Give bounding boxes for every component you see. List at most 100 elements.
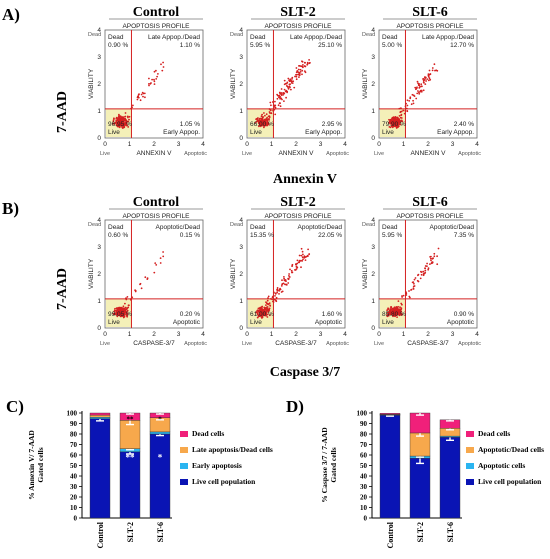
x-tick-label: 1 — [270, 141, 274, 148]
apoptosis-profile-header: APOPTOSIS PROFILE — [396, 23, 464, 30]
cell-dot — [409, 296, 411, 299]
cell-dot — [391, 126, 394, 129]
cell-dot — [288, 80, 291, 83]
cell-dot — [257, 122, 260, 125]
cell-dot — [298, 76, 300, 78]
cell-dot — [124, 306, 127, 309]
legend-label: Late apoptosis/Dead cells — [192, 445, 273, 454]
cell-dot — [298, 259, 301, 262]
x-axis-label: ANNEXIN V — [136, 150, 172, 157]
cell-dot — [282, 94, 284, 96]
axis-live-label: Live — [374, 151, 384, 157]
bar-segment — [409, 457, 431, 519]
cell-dot — [301, 73, 303, 76]
cell-dot — [151, 78, 154, 81]
cell-dot — [125, 123, 128, 126]
y-tick-label: 0 — [239, 325, 243, 332]
cell-dot — [291, 265, 294, 267]
y-tick-label: 80 — [70, 431, 78, 439]
cell-dot — [270, 104, 272, 107]
cell-dot — [413, 285, 416, 287]
cell-dot — [430, 257, 432, 260]
cell-dot — [393, 123, 396, 126]
x-tick-label: 0 — [103, 141, 107, 148]
cell-dot — [424, 265, 427, 267]
cell-dot — [398, 308, 401, 311]
y-tick-label: 4 — [239, 27, 243, 34]
cell-dot — [302, 66, 304, 69]
cell-dot — [137, 96, 140, 99]
viability-axis-label: VIABILITY — [230, 68, 237, 99]
cell-dot — [268, 116, 271, 118]
cell-dot — [395, 118, 398, 121]
cell-dot — [391, 119, 394, 122]
cell-dot — [139, 282, 142, 285]
quadrant-value-ll: 85.80 % — [382, 311, 406, 318]
quadrant-value-lr: 0.90 % — [454, 311, 474, 318]
cell-dot — [397, 313, 400, 316]
cell-dot — [419, 277, 422, 280]
significance-marker-top: ** — [127, 415, 135, 423]
quadrant-label-ur: Late Appop./Dead — [290, 34, 342, 41]
cell-dot — [295, 71, 298, 74]
bar-segment — [379, 413, 401, 415]
x-tick-label: 2 — [294, 331, 298, 338]
y-tick-label: 1 — [239, 108, 243, 115]
cell-dot — [437, 247, 440, 250]
cell-dot — [400, 314, 403, 316]
cell-dot — [399, 311, 402, 314]
cell-dot — [427, 79, 430, 82]
y-tick-label: 2 — [239, 81, 243, 88]
cell-dot — [122, 305, 125, 308]
cell-dot — [257, 313, 259, 316]
quadrant-label-ul: Dead — [382, 34, 398, 41]
cell-dot — [288, 85, 291, 88]
cell-dot — [274, 113, 277, 116]
cell-dot — [430, 259, 432, 262]
x-tick-label: 3 — [177, 331, 181, 338]
cell-dot — [276, 291, 278, 294]
cell-dot — [137, 95, 139, 98]
cell-dot — [417, 90, 419, 92]
legend-swatch — [466, 447, 474, 453]
cell-dot — [410, 103, 413, 106]
cell-dot — [154, 262, 157, 264]
x-tick-label: 2 — [294, 141, 298, 148]
cell-dot — [431, 69, 434, 72]
cell-dot — [132, 104, 134, 107]
quadrant-value-ll: 66.00 % — [250, 121, 274, 128]
cell-dot — [256, 120, 259, 122]
y-tick-label: 1 — [371, 108, 375, 115]
cell-dot — [124, 112, 127, 114]
cell-dot — [148, 77, 150, 80]
cell-dot — [287, 282, 290, 284]
cell-dot — [283, 100, 285, 102]
cell-dot — [261, 306, 263, 308]
cell-dot — [396, 316, 398, 318]
cell-dot — [295, 67, 298, 69]
cell-dot — [120, 121, 123, 124]
cell-dot — [113, 309, 116, 312]
cell-dot — [291, 82, 294, 84]
y-tick-label: 2 — [371, 81, 375, 88]
cell-dot — [123, 313, 126, 316]
cell-dot — [283, 276, 285, 278]
cell-dot — [276, 93, 278, 96]
legend-swatch — [466, 479, 474, 485]
cell-dot — [273, 104, 276, 107]
cell-dot — [266, 299, 269, 302]
cell-dot — [120, 312, 123, 315]
cell-dot — [409, 96, 412, 99]
cell-dot — [124, 302, 126, 305]
cell-dot — [123, 119, 126, 122]
cell-dot — [394, 310, 397, 313]
cell-dot — [300, 65, 303, 68]
cell-dot — [280, 285, 283, 287]
cell-dot — [402, 294, 405, 297]
x-tick-label: 2 — [152, 331, 156, 338]
cell-dot — [278, 288, 281, 291]
category-label: SLT-2 — [416, 522, 425, 542]
cell-dot — [410, 289, 412, 291]
cell-dot — [155, 264, 158, 266]
